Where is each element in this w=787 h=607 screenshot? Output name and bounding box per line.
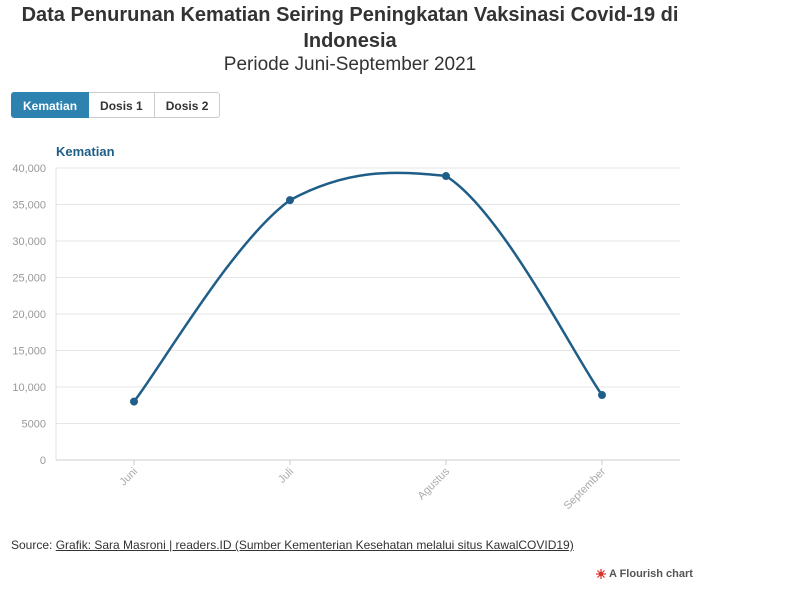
y-tick-label: 0 <box>40 455 46 467</box>
data-point-juli[interactable] <box>286 196 294 205</box>
y-tick-label: 5000 <box>22 419 46 431</box>
tab-dosis-2[interactable]: Dosis 2 <box>154 92 221 118</box>
data-point-agustus[interactable] <box>442 172 450 181</box>
series-lines <box>133 171 604 403</box>
y-axis: 0 5000 10,000 15,000 20,000 25,000 30,000 35,00… <box>12 163 46 467</box>
y-tick-label: 20,000 <box>12 309 46 321</box>
y-tick-label: 10,000 <box>12 382 46 394</box>
x-tick-label: Juni <box>117 466 140 489</box>
y-tick-label: 35,000 <box>12 200 46 212</box>
data-point-september[interactable] <box>598 391 606 400</box>
flourish-credit[interactable]: A Flourish chart <box>596 568 693 580</box>
series-label: Kematian <box>56 144 115 159</box>
line-chart: 0 5000 10,000 15,000 20,000 25,000 30,000 35,00… <box>12 163 680 512</box>
series-line-kematian <box>133 171 604 403</box>
tab-dosis-1[interactable]: Dosis 1 <box>89 92 155 118</box>
x-tick-label: Agustus <box>416 465 453 502</box>
chart-title: Data Penurunan Kematian Seiring Peningka… <box>21 4 679 52</box>
x-axis: Juni Juli Agustus September <box>117 460 608 512</box>
y-tick-label: 40,000 <box>12 163 46 175</box>
x-tick-label: Juli <box>276 466 296 486</box>
tab-kematian[interactable]: Kematian <box>11 92 90 118</box>
series-points <box>130 172 606 406</box>
y-tick-label: 15,000 <box>12 346 46 358</box>
flourish-credit-text: A Flourish chart <box>609 568 693 580</box>
y-tick-label: 25,000 <box>12 273 46 285</box>
flourish-logo-icon <box>596 569 606 579</box>
x-tick-label: September <box>562 465 609 512</box>
y-tick-label: 30,000 <box>12 236 46 248</box>
data-point-juni[interactable] <box>130 397 138 406</box>
grid-lines <box>55 167 680 461</box>
chart-subtitle: Periode Juni-September 2021 <box>223 54 477 75</box>
source-link[interactable]: Grafik: Sara Masroni | readers.ID (Sumbe… <box>55 538 574 552</box>
source-prefix: Source: <box>11 538 56 552</box>
source-note: Source: Grafik: Sara Masroni | readers.I… <box>11 538 574 552</box>
series-tabs: Kematian Dosis 1 Dosis 2 <box>11 92 221 118</box>
